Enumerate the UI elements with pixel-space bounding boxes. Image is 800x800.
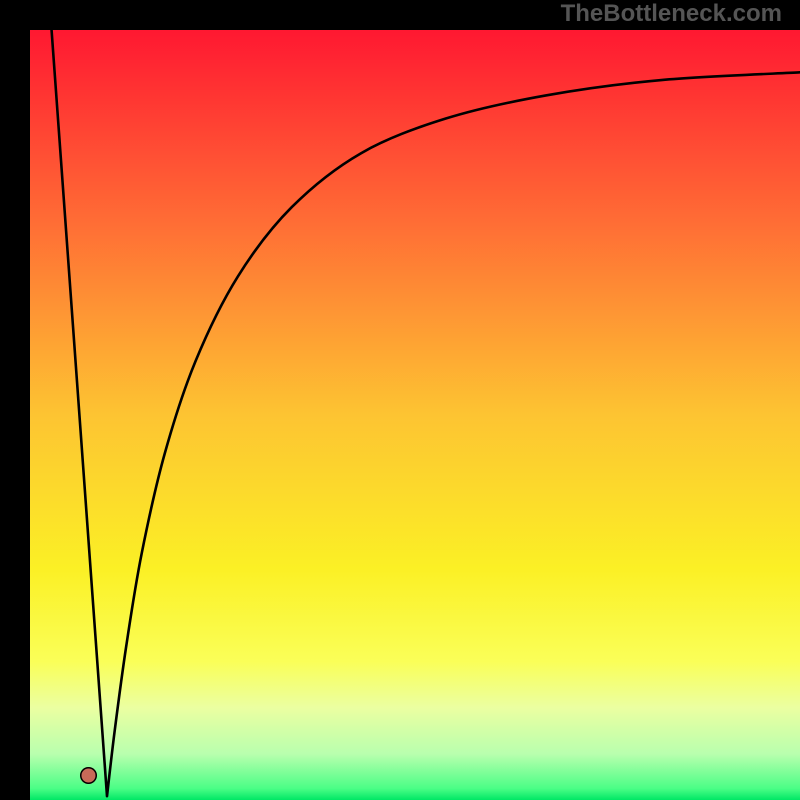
vertex-marker [80, 767, 97, 784]
attribution-label: TheBottleneck.com [561, 0, 782, 28]
plot-frame [15, 15, 785, 785]
bottleneck-curve [30, 30, 800, 800]
